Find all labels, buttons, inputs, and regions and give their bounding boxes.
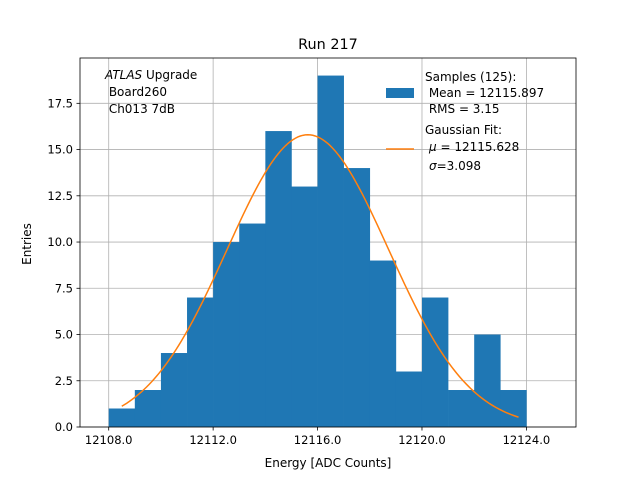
chart-title: Run 217 [298,37,358,53]
histogram-bar [108,408,136,427]
histogram-bar [343,168,371,428]
histogram-bar [448,390,475,427]
y-tick-label: 2.5 [55,374,73,388]
legend-mu-value: = 12115.628 [437,140,520,154]
y-tick-label: 7.5 [55,281,73,295]
x-tick-label: 12108.0 [85,433,133,447]
y-tick-label: 5.0 [55,328,73,342]
legend-sigma-value: =3.098 [437,159,481,173]
x-axis-label: Energy [ADC Counts] [265,456,392,470]
legend-hist-line3: RMS = 3.15 [425,102,500,116]
x-axis-ticks: 12108.0 12112.0 12116.0 12120.0 12124.0 [85,427,550,447]
x-tick-label: 12112.0 [189,433,237,447]
histogram-bar [369,260,397,427]
legend-hist-line1: Samples (125): [425,70,516,84]
legend-sigma-symbol: σ [429,159,437,173]
x-tick-label: 12124.0 [503,433,551,447]
histogram-bar [500,390,527,427]
y-tick-label: 17.5 [47,96,73,110]
legend-hist-swatch [386,88,414,98]
histogram-bar [213,242,240,427]
x-tick-label: 12116.0 [294,433,342,447]
atlas-upgrade: Upgrade [142,68,197,82]
atlas-annotation-line1: ATLAS Upgrade [104,68,197,82]
y-tick-label: 0.0 [55,420,73,434]
histogram-bar [239,223,266,427]
x-tick-label: 12120.0 [398,433,446,447]
legend-fit-line3: σ=3.098 [429,159,481,173]
histogram-bar [395,371,423,427]
legend-fit-line1: Gaussian Fit: [425,123,502,137]
y-axis-label: Entries [20,223,34,265]
atlas-annotation-line2: Board260 [105,85,167,99]
atlas-italic: ATLAS [104,68,143,82]
histogram-bars [108,75,527,428]
histogram-bar [160,353,188,427]
histogram-bar [421,297,449,427]
histogram-bar [134,390,162,427]
y-tick-label: 15.0 [47,143,73,157]
histogram-bar [291,186,318,427]
legend-mu-symbol: μ [428,140,437,154]
legend-hist-line2: Mean = 12115.897 [425,86,544,100]
y-tick-label: 12.5 [47,189,73,203]
legend-fit-line2: μ = 12115.628 [428,140,519,154]
histogram-bar [474,334,501,427]
plot-frame [79,57,577,428]
histogram-bar [317,75,344,428]
y-axis-ticks: 0.0 2.5 5.0 7.5 10.0 12.5 15.0 17.5 [47,96,80,434]
atlas-annotation-line3: Ch013 7dB [105,102,175,116]
histogram-bar [187,297,214,427]
gaussian-fit-curve [121,134,519,418]
y-tick-label: 10.0 [47,235,73,249]
legend: Samples (125): Mean = 12115.897 RMS = 3.… [386,70,544,173]
histogram-bar [265,131,292,427]
